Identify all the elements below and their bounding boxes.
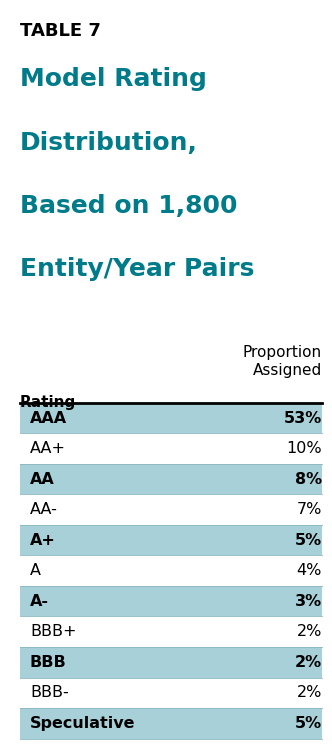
Bar [20, 647, 322, 677]
Text: 7%: 7% [297, 502, 322, 517]
Text: AA-: AA- [30, 502, 58, 517]
Text: Proportion
Assigned: Proportion Assigned [243, 345, 322, 377]
Text: Speculative: Speculative [30, 715, 135, 731]
Text: A+: A+ [30, 533, 56, 548]
Text: 2%: 2% [297, 686, 322, 700]
Bar [20, 464, 322, 495]
Text: BBB+: BBB+ [30, 624, 76, 639]
Text: 8%: 8% [295, 471, 322, 486]
Text: 3%: 3% [295, 594, 322, 609]
Text: Distribution,: Distribution, [20, 131, 198, 154]
Text: AAA: AAA [30, 410, 67, 426]
Text: BBB: BBB [30, 655, 67, 670]
Text: A-: A- [30, 594, 49, 609]
Bar [20, 586, 322, 616]
Text: BBB-: BBB- [30, 686, 69, 700]
Text: AA+: AA+ [30, 441, 66, 456]
Text: Model Rating: Model Rating [20, 67, 207, 91]
Bar [20, 525, 322, 556]
Text: AA: AA [30, 471, 55, 486]
Text: TABLE 7: TABLE 7 [20, 22, 101, 40]
Text: Entity/Year Pairs: Entity/Year Pairs [20, 257, 254, 281]
Bar [20, 708, 322, 739]
Text: A: A [30, 563, 41, 578]
Text: 53%: 53% [284, 410, 322, 426]
Text: 5%: 5% [295, 715, 322, 731]
Text: 5%: 5% [295, 533, 322, 548]
Text: Based on 1,800: Based on 1,800 [20, 194, 237, 218]
Text: 4%: 4% [297, 563, 322, 578]
Text: 2%: 2% [297, 624, 322, 639]
Text: 10%: 10% [287, 441, 322, 456]
Text: 2%: 2% [295, 655, 322, 670]
Bar [20, 403, 322, 433]
Text: Rating: Rating [20, 395, 76, 410]
